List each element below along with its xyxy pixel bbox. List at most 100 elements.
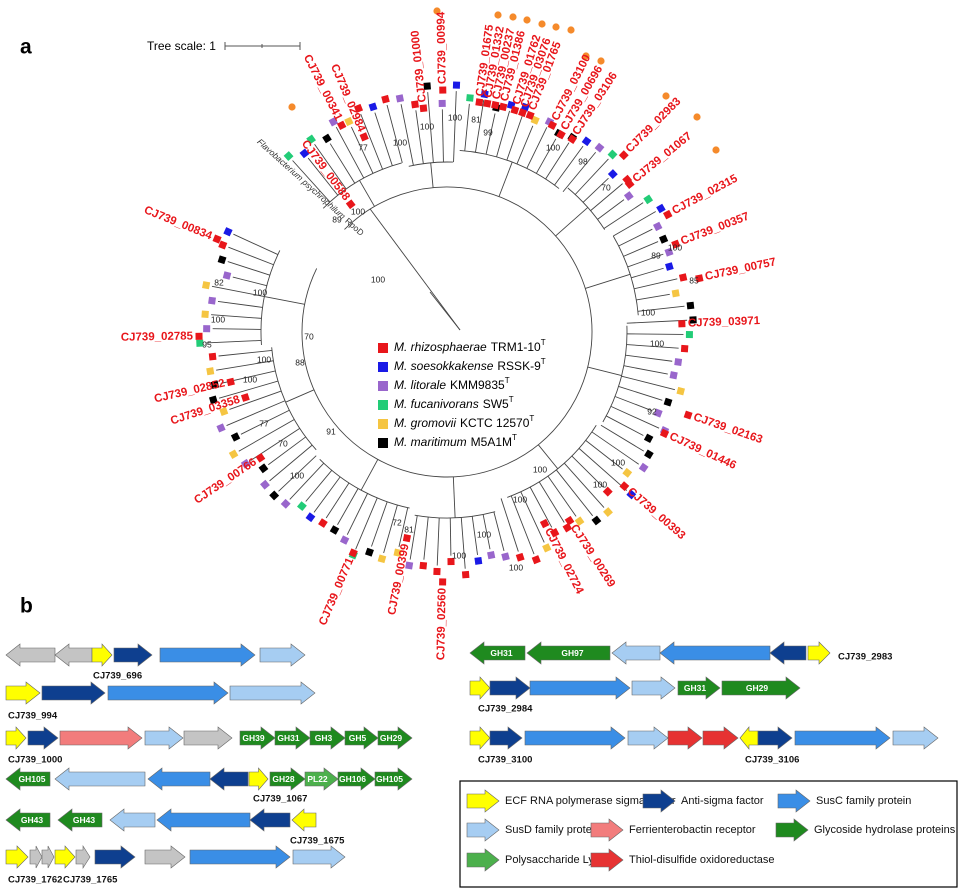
leaf-marker xyxy=(695,274,704,283)
leaf-label: CJ739_00834 xyxy=(142,204,214,242)
highlight-dot xyxy=(567,26,575,34)
gene-arrow xyxy=(249,808,291,832)
branch xyxy=(631,267,664,279)
gene-arrow xyxy=(41,845,55,869)
leaf-marker xyxy=(515,552,525,562)
gene-arrow xyxy=(291,808,317,832)
bootstrap-value: 91 xyxy=(326,426,336,436)
leaf-marker xyxy=(258,463,269,474)
gene-arrow xyxy=(229,681,316,705)
branch xyxy=(278,455,317,492)
legend-swatch xyxy=(378,400,388,410)
gene-arrow xyxy=(469,726,491,750)
branch xyxy=(582,177,609,203)
branch xyxy=(216,360,274,371)
gene-label: GH3 xyxy=(315,733,333,743)
leaf-marker xyxy=(556,129,566,140)
branch xyxy=(627,253,664,268)
leaf-marker xyxy=(664,247,674,257)
leaf-label: CJ739_02315 xyxy=(670,172,740,217)
branch xyxy=(449,517,452,556)
gene-arrow xyxy=(344,726,379,750)
bootstrap-value: 100 xyxy=(650,338,664,348)
branch xyxy=(460,517,466,569)
leaf-label: CJ739_00393 xyxy=(625,486,687,542)
leaf-label: CJ739_02560 xyxy=(435,588,448,660)
branch xyxy=(238,419,295,452)
leaf-marker xyxy=(339,535,350,545)
cluster-name: CJ739_696 xyxy=(93,671,142,682)
leaf-marker xyxy=(622,467,633,478)
branch xyxy=(625,354,673,362)
branch xyxy=(471,516,478,556)
leaf-marker xyxy=(196,339,204,347)
gene-label: GH28 xyxy=(272,774,294,784)
leaf-marker xyxy=(395,94,405,103)
branch xyxy=(498,161,513,197)
strain: SW5 xyxy=(483,397,509,411)
leaf-label: CJ739_00994 xyxy=(435,11,448,84)
bootstrap-value: 100 xyxy=(668,242,682,252)
gene-arrow xyxy=(469,676,491,700)
gene-arrow xyxy=(54,767,146,791)
bootstrap-value: 100 xyxy=(371,274,385,284)
leaf-marker xyxy=(656,203,666,214)
branch xyxy=(355,497,378,550)
legend-label: Thiol-disulfide oxidoreductase xyxy=(629,854,775,866)
branch xyxy=(526,127,548,169)
gene-arrow xyxy=(159,643,256,667)
branch xyxy=(453,91,457,163)
cluster-name: CJ739_2984 xyxy=(478,704,533,715)
leaf-marker xyxy=(419,104,428,113)
bootstrap-value: 98 xyxy=(578,156,588,166)
branch xyxy=(510,495,535,555)
leaf-marker xyxy=(498,102,508,112)
branch xyxy=(587,366,622,376)
branch xyxy=(415,110,424,164)
gene-label: GH29 xyxy=(380,733,402,743)
branch xyxy=(614,396,653,412)
leaf-label: CJ739_00771 xyxy=(317,556,357,628)
branch xyxy=(301,186,593,478)
gene-label: GH5 xyxy=(349,733,367,743)
gene-arrow xyxy=(659,641,771,665)
gene-arrow xyxy=(189,845,291,869)
branch xyxy=(337,488,359,525)
branch xyxy=(430,162,434,188)
bootstrap-value: 85 xyxy=(689,275,699,285)
branch xyxy=(603,202,644,229)
leaf-marker xyxy=(305,512,316,523)
legend-label: ECF RNA polymerase sigma factor xyxy=(505,795,676,807)
leaf-marker xyxy=(483,99,492,108)
branch xyxy=(529,486,553,528)
bootstrap-value: 92 xyxy=(647,406,657,416)
leaf-marker xyxy=(542,543,552,553)
bootstrap-value: 95 xyxy=(202,339,212,349)
branch xyxy=(574,158,609,195)
branch xyxy=(386,104,403,163)
cluster-name: CJ739_1765 xyxy=(63,875,118,886)
leaf-marker xyxy=(210,380,220,389)
highlight-dot xyxy=(509,13,517,21)
leaf-label: CJ739_01446 xyxy=(667,431,738,472)
branch xyxy=(626,319,688,324)
leaf-marker xyxy=(411,100,419,109)
gene-arrow xyxy=(739,726,759,750)
branch xyxy=(409,515,418,560)
gene-arrow xyxy=(309,726,346,750)
leaf-marker xyxy=(653,408,663,418)
leaf-marker xyxy=(581,136,592,147)
branch xyxy=(267,436,306,466)
bootstrap-value: 100 xyxy=(243,374,257,384)
gene-arrow xyxy=(702,726,739,750)
leaf-marker xyxy=(322,133,332,144)
legend-label: Glycoside hydrolase proteins xyxy=(814,824,956,836)
branch xyxy=(226,400,286,426)
branch xyxy=(555,469,594,517)
leaf-marker xyxy=(405,561,414,570)
leaf-marker xyxy=(594,142,605,153)
branch xyxy=(218,380,279,399)
bootstrap-value: 70 xyxy=(278,438,288,448)
leaf-marker xyxy=(624,179,635,190)
bootstrap-value: 81 xyxy=(471,114,481,124)
